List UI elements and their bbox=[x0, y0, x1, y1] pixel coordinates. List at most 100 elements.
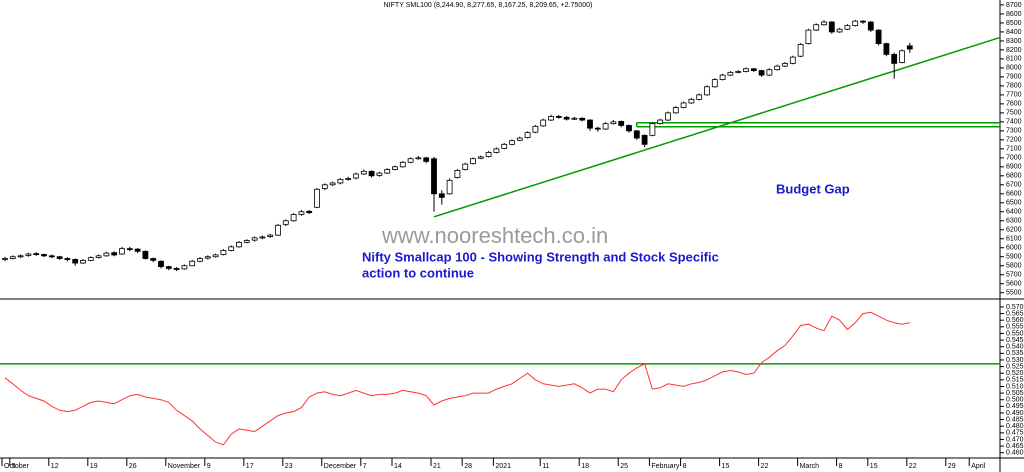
candle-body bbox=[353, 173, 359, 179]
x-tick-label: 15 bbox=[722, 463, 730, 470]
candle-body bbox=[524, 132, 531, 138]
candle-body bbox=[41, 254, 47, 257]
x-tick-label: 7 bbox=[363, 463, 367, 470]
candle-body bbox=[306, 210, 313, 214]
candle-body bbox=[633, 130, 640, 139]
candle-body bbox=[477, 156, 484, 159]
y2-tick-label: 0.570 bbox=[1006, 304, 1024, 311]
candle-body bbox=[805, 29, 812, 45]
y-tick-label: 7400 bbox=[1006, 119, 1022, 126]
y-tick-label: 7800 bbox=[1006, 83, 1022, 90]
candle-body bbox=[321, 184, 328, 189]
candle-body bbox=[360, 170, 367, 175]
candle-body bbox=[298, 211, 305, 215]
y-tick-label: 6600 bbox=[1006, 191, 1022, 198]
candle-body bbox=[836, 28, 843, 33]
candle-body bbox=[680, 102, 687, 108]
y2-tick-label: 0.490 bbox=[1006, 410, 1024, 417]
ratio-line bbox=[4, 311, 910, 446]
candle-body bbox=[275, 224, 281, 236]
y-tick-label: 7600 bbox=[1006, 101, 1022, 108]
candle-body bbox=[48, 255, 55, 258]
y-tick-label: 8400 bbox=[1006, 29, 1022, 36]
candle-body bbox=[782, 62, 788, 67]
candle-body bbox=[431, 158, 437, 195]
candle-body bbox=[587, 119, 593, 129]
candle-body bbox=[25, 253, 32, 256]
candle-body bbox=[337, 178, 344, 184]
candle-body bbox=[181, 265, 188, 270]
candle-body bbox=[501, 143, 508, 149]
candle-body bbox=[462, 163, 469, 170]
y2-tick-label: 0.515 bbox=[1006, 377, 1024, 384]
candle-body bbox=[649, 123, 656, 136]
candle-body bbox=[813, 24, 820, 31]
y-tick-label: 6900 bbox=[1006, 164, 1022, 171]
candle-body bbox=[563, 116, 570, 120]
candle-body bbox=[743, 68, 749, 72]
x-tick-label: 15 bbox=[870, 463, 878, 470]
y2-tick-label: 0.525 bbox=[1006, 363, 1024, 370]
candle-body bbox=[72, 259, 79, 264]
candle-body bbox=[594, 127, 601, 130]
y-tick-label: 8700 bbox=[1006, 2, 1022, 9]
candle-body bbox=[290, 214, 297, 222]
candle-body bbox=[696, 94, 703, 100]
candle-body bbox=[314, 188, 320, 208]
candle-body bbox=[415, 157, 422, 160]
y-tick-label: 6300 bbox=[1006, 218, 1022, 225]
y-tick-label: 6700 bbox=[1006, 182, 1022, 189]
candle-body bbox=[33, 253, 40, 255]
y-tick-label: 6500 bbox=[1006, 200, 1022, 207]
x-tick-label: 28 bbox=[464, 463, 472, 470]
y-tick-label: 8600 bbox=[1006, 11, 1022, 18]
x-tick-label: 17 bbox=[246, 463, 254, 470]
candle-body bbox=[87, 257, 94, 261]
candle-body bbox=[80, 259, 86, 264]
x-tick-label: 22 bbox=[761, 463, 769, 470]
ratio-panel bbox=[0, 311, 1000, 446]
y2-tick-label: 0.470 bbox=[1006, 436, 1024, 443]
candle-body bbox=[111, 252, 118, 256]
candle-body bbox=[758, 70, 765, 76]
candle-body bbox=[797, 44, 804, 57]
candle-body bbox=[626, 125, 632, 132]
y2-tick-label: 0.460 bbox=[1006, 450, 1024, 457]
y2-tick-label: 0.555 bbox=[1006, 324, 1024, 331]
candle-body bbox=[392, 166, 398, 170]
y-tick-label: 5800 bbox=[1006, 263, 1022, 270]
y-tick-label: 8500 bbox=[1006, 20, 1022, 27]
y-tick-label: 7700 bbox=[1006, 92, 1022, 99]
candle-body bbox=[789, 56, 796, 64]
y-tick-label: 7100 bbox=[1006, 146, 1022, 153]
candle-body bbox=[329, 182, 336, 186]
candle-body bbox=[548, 116, 554, 121]
candle-body bbox=[750, 68, 757, 71]
candle-body bbox=[711, 79, 718, 88]
candle-body bbox=[665, 112, 671, 121]
x-tick-label: 22 bbox=[909, 463, 917, 470]
candle-body bbox=[883, 43, 890, 55]
candle-body bbox=[844, 25, 851, 30]
x-tick-label: March bbox=[800, 463, 820, 470]
y2-tick-label: 0.550 bbox=[1006, 330, 1024, 337]
candle-body bbox=[485, 152, 492, 157]
y-tick-label: 7300 bbox=[1006, 128, 1022, 135]
annotation: action to continue bbox=[362, 265, 474, 280]
candle-body bbox=[423, 157, 430, 162]
candle-body bbox=[103, 252, 110, 257]
candle-body bbox=[860, 20, 866, 23]
y-tick-label: 6200 bbox=[1006, 227, 1022, 234]
candle-body bbox=[602, 123, 609, 130]
candle-body bbox=[852, 20, 859, 27]
y2-tick-label: 0.520 bbox=[1006, 370, 1024, 377]
x-tick-label: 18 bbox=[581, 463, 589, 470]
y-tick-label: 7900 bbox=[1006, 74, 1022, 81]
y-tick-label: 7000 bbox=[1006, 155, 1022, 162]
candle-body bbox=[259, 236, 266, 239]
y2-tick-label: 0.495 bbox=[1006, 403, 1024, 410]
x-tick-label: 9 bbox=[207, 463, 211, 470]
candle-body bbox=[821, 21, 827, 26]
candle-body bbox=[454, 170, 461, 179]
